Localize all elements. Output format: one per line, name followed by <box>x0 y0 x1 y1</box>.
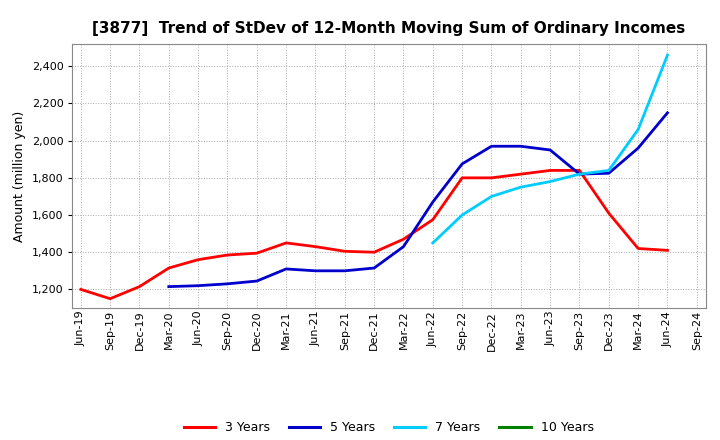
Legend: 3 Years, 5 Years, 7 Years, 10 Years: 3 Years, 5 Years, 7 Years, 10 Years <box>179 416 598 439</box>
Title: [3877]  Trend of StDev of 12-Month Moving Sum of Ordinary Incomes: [3877] Trend of StDev of 12-Month Moving… <box>92 21 685 36</box>
Y-axis label: Amount (million yen): Amount (million yen) <box>14 110 27 242</box>
